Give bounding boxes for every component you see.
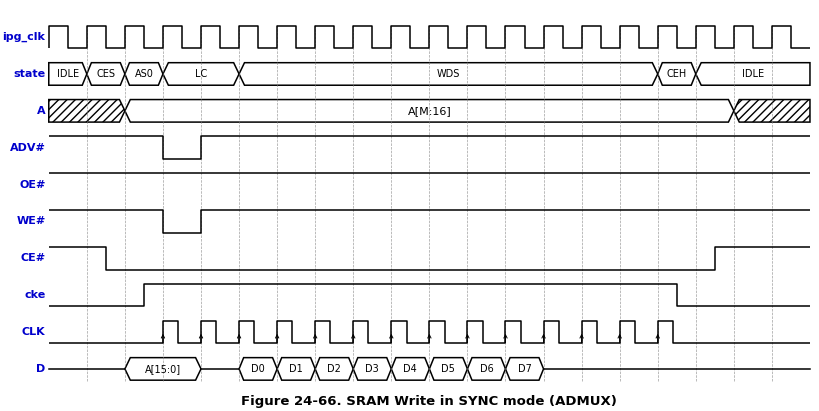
Text: A[M:16]: A[M:16]	[408, 106, 451, 116]
Text: IDLE: IDLE	[57, 69, 79, 79]
Text: CLK: CLK	[22, 327, 45, 337]
Text: A: A	[37, 106, 45, 116]
Text: CEH: CEH	[667, 69, 687, 79]
Text: D4: D4	[404, 364, 417, 374]
Text: IDLE: IDLE	[742, 69, 764, 79]
Text: D7: D7	[518, 364, 532, 374]
Text: AS0: AS0	[134, 69, 153, 79]
Text: WE#: WE#	[16, 217, 45, 226]
Text: D1: D1	[289, 364, 303, 374]
Text: WDS: WDS	[437, 69, 460, 79]
Text: D6: D6	[480, 364, 493, 374]
Polygon shape	[734, 99, 810, 122]
Text: cke: cke	[25, 290, 45, 300]
Text: state: state	[13, 69, 45, 79]
Text: D2: D2	[328, 364, 342, 374]
Text: ipg_clk: ipg_clk	[2, 32, 45, 42]
Text: D5: D5	[441, 364, 455, 374]
Text: LC: LC	[195, 69, 207, 79]
Text: D: D	[36, 364, 45, 374]
Text: D0: D0	[251, 364, 265, 374]
Text: D3: D3	[365, 364, 379, 374]
Polygon shape	[49, 99, 124, 122]
Text: ADV#: ADV#	[10, 143, 45, 153]
Text: OE#: OE#	[19, 180, 45, 189]
Text: CE#: CE#	[20, 253, 45, 263]
Text: A[15:0]: A[15:0]	[145, 364, 181, 374]
Text: CES: CES	[97, 69, 115, 79]
Text: Figure 24-66. SRAM Write in SYNC mode (ADMUX): Figure 24-66. SRAM Write in SYNC mode (A…	[242, 395, 618, 408]
